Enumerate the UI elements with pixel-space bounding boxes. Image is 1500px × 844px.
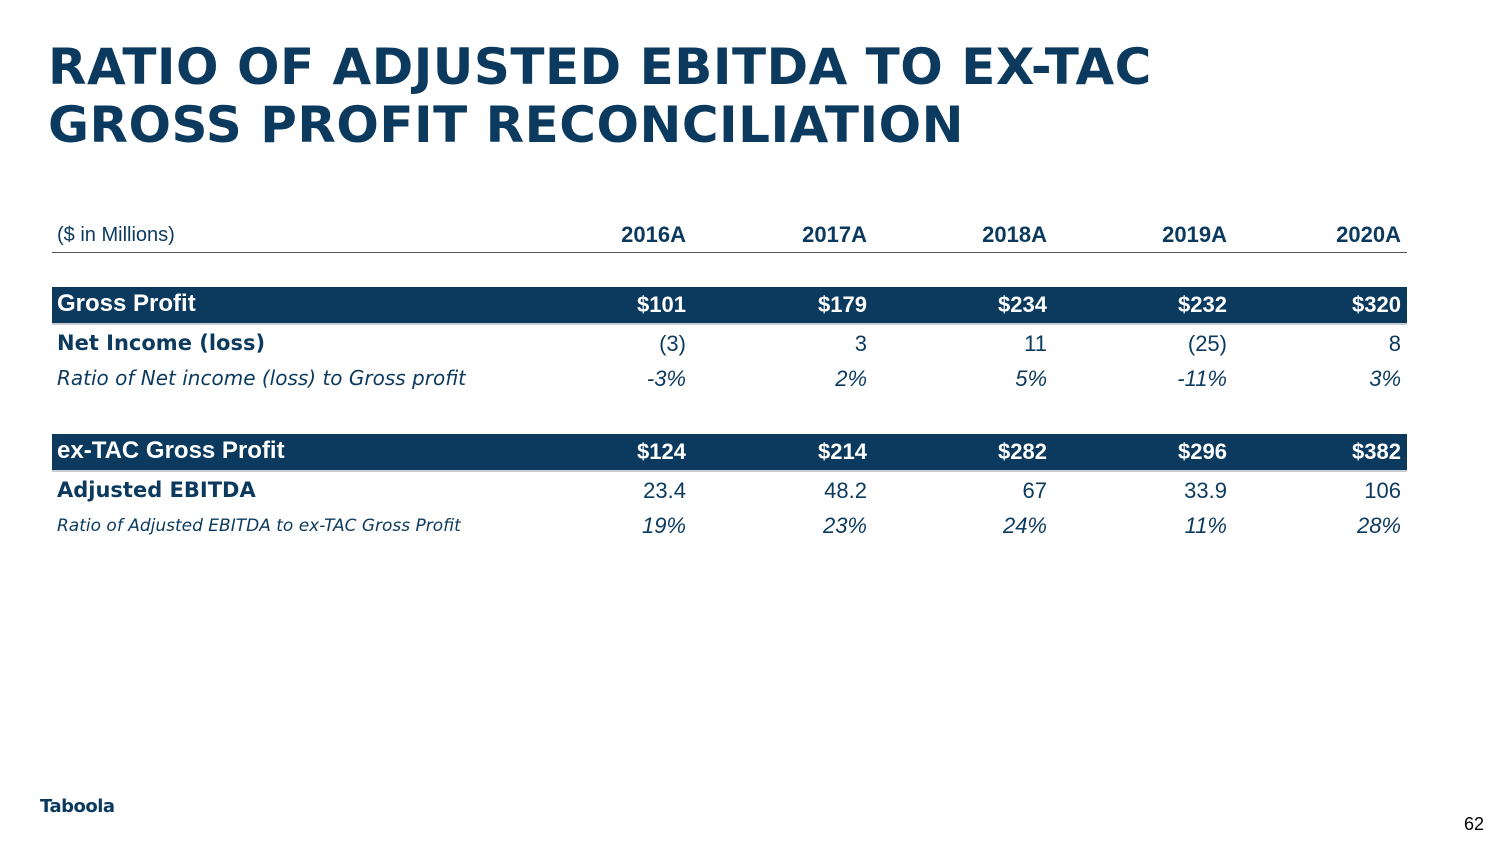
net-income-ratio-row: Ratio of Net income (loss) to Gross prof… [52, 361, 1407, 397]
title-line-2: GROSS PROFIT RECONCILIATION [48, 96, 964, 154]
column-header: 2016A [621, 222, 686, 247]
taboola-logo: Taboola [40, 796, 115, 817]
table-cell: 2% [835, 366, 867, 391]
row-label: Ratio of Net income (loss) to Gross prof… [57, 366, 466, 390]
table-cell: 19% [641, 513, 686, 538]
page-title: RATIO OF ADJUSTED EBITDA TO EX-TAC GROSS… [48, 38, 1448, 154]
column-header: 2020A [1336, 222, 1401, 247]
row-label: Gross Profit [57, 290, 196, 317]
title-line-1: RATIO OF ADJUSTED EBITDA TO EX-TAC [48, 38, 1152, 96]
reconciliation-table: ($ in Millions) 2016A 2017A 2018A 2019A … [52, 220, 1407, 544]
table-cell: $214 [818, 439, 867, 464]
row-label: Adjusted EBITDA [57, 478, 256, 502]
table-cell: $101 [637, 292, 686, 317]
row-label: ex-TAC Gross Profit [57, 437, 285, 464]
page-number: 62 [1463, 814, 1484, 834]
adjusted-ebitda-ratio-row: Ratio of Adjusted EBITDA to ex-TAC Gross… [52, 508, 1407, 544]
table-cell: 48.2 [824, 478, 867, 503]
table-cell: 33.9 [1184, 478, 1227, 503]
table-cell: $320 [1352, 292, 1401, 317]
adjusted-ebitda-row: Adjusted EBITDA 23.4 48.2 67 33.9 106 [52, 472, 1407, 508]
table-header-row: ($ in Millions) 2016A 2017A 2018A 2019A … [52, 220, 1407, 253]
net-income-row: Net Income (loss) (3) 3 11 (25) 8 [52, 325, 1407, 361]
ex-tac-gross-profit-row: ex-TAC Gross Profit $124 $214 $282 $296 … [52, 434, 1407, 472]
table-cell: 106 [1364, 478, 1401, 503]
table-cell: -3% [646, 366, 686, 391]
table-cell: $382 [1352, 439, 1401, 464]
row-label: Net Income (loss) [57, 331, 266, 355]
table-cell: 24% [1002, 513, 1047, 538]
table-cell: 11 [1024, 331, 1047, 356]
table-cell: 8 [1388, 331, 1401, 356]
table-cell: 3 [854, 331, 867, 356]
table-cell: $282 [998, 439, 1047, 464]
table-cell: 23.4 [643, 478, 686, 503]
table-cell: 23% [822, 513, 867, 538]
column-header: 2019A [1162, 222, 1227, 247]
table-cell: -11% [1177, 366, 1227, 391]
table-cell: 67 [1022, 478, 1047, 503]
table-cell: 28% [1356, 513, 1401, 538]
row-label: Ratio of Adjusted EBITDA to ex-TAC Gross… [57, 516, 461, 536]
table-cell: $296 [1178, 439, 1227, 464]
table-cell: (3) [659, 331, 686, 356]
column-header: 2017A [802, 222, 867, 247]
column-header: 2018A [982, 222, 1047, 247]
unit-label: ($ in Millions) [57, 224, 175, 246]
table-cell: (25) [1187, 331, 1227, 356]
gross-profit-row: Gross Profit $101 $179 $234 $232 $320 [52, 287, 1407, 325]
table-cell: 5% [1015, 366, 1047, 391]
table-cell: 3% [1369, 366, 1401, 391]
table-cell: $232 [1178, 292, 1227, 317]
table-cell: $234 [998, 292, 1047, 317]
table-cell: $124 [637, 439, 686, 464]
table-cell: $179 [818, 292, 867, 317]
table-cell: 11% [1184, 513, 1227, 538]
